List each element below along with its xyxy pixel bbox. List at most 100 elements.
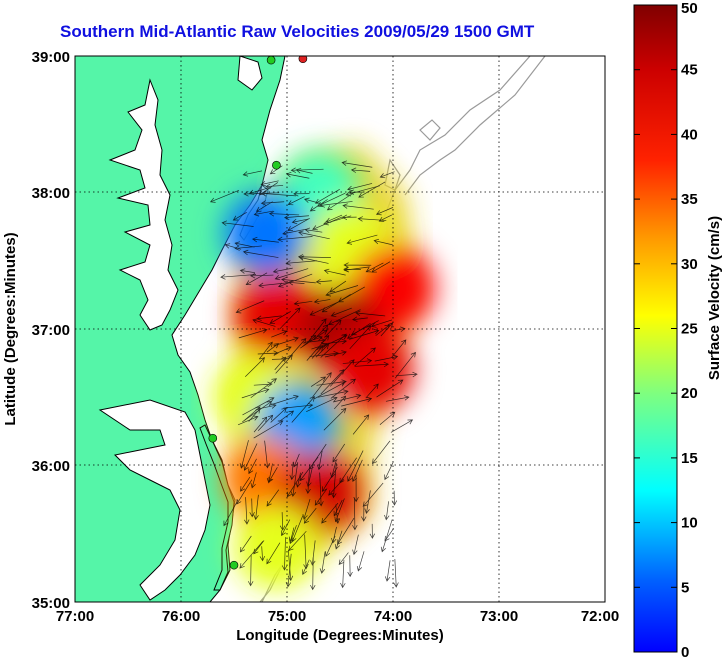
velocity-arrow: [286, 471, 304, 498]
velocity-arrow: [346, 234, 378, 245]
velocity-arrow: [266, 489, 280, 507]
velocity-arrow: [308, 337, 326, 344]
velocity-arrow: [330, 307, 352, 317]
velocity-arrow: [314, 488, 328, 506]
velocity-arrow: [220, 274, 257, 280]
velocity-blobs: [213, 150, 435, 590]
velocity-arrow: [325, 214, 343, 223]
velocity-arrow: [338, 552, 349, 566]
x-tick-labels: 77:00 76:00 75:00 74:00 73:00 72:00: [56, 608, 619, 625]
velocity-arrow: [341, 160, 373, 168]
velocity-arrow: [316, 450, 323, 471]
velocity-arrow: [271, 356, 288, 362]
velocity-arrow: [242, 170, 263, 177]
velocity-arrow: [376, 379, 404, 398]
velocity-arrow: [334, 504, 341, 524]
velocity-arrow: [290, 462, 299, 497]
velocity-arrow: [223, 499, 239, 527]
velocity-arrow: [266, 463, 273, 484]
x-tick-label: 73:00: [480, 608, 518, 625]
velocity-arrow: [253, 420, 284, 439]
velocity-arrow: [304, 227, 323, 233]
velocity-arrow: [283, 214, 309, 221]
colorbar-tick-label: 10: [681, 515, 698, 532]
velocity-arrow: [295, 168, 313, 174]
velocity-arrow: [209, 189, 240, 203]
velocity-arrow: [365, 383, 379, 399]
velocity-arrow: [356, 551, 365, 572]
velocity-arrow: [311, 345, 324, 359]
velocity-arrow: [285, 260, 318, 266]
velocity-arrow: [347, 183, 373, 192]
velocity-arrow: [313, 298, 331, 305]
velocity-arrow: [281, 519, 291, 537]
velocity-arrow: [279, 410, 295, 422]
velocity-arrow: [295, 472, 301, 488]
velocity-arrow: [352, 534, 359, 556]
velocity-arrow: [238, 328, 268, 339]
velocity-arrow: [221, 220, 254, 227]
velocity-arrow: [321, 467, 338, 493]
velocity-arrow: [260, 200, 285, 206]
velocity-arrow: [244, 497, 250, 525]
velocity-arrow: [274, 268, 309, 281]
velocity-arrow: [318, 472, 324, 507]
velocity-arrow: [310, 376, 327, 387]
velocity-arrow: [293, 300, 313, 306]
x-tick-label: 77:00: [56, 608, 94, 625]
velocity-arrow: [257, 414, 274, 432]
velocity-arrow: [343, 262, 372, 268]
velocity-arrow: [327, 309, 361, 326]
velocity-arrow: [243, 443, 258, 471]
velocity-arrow: [339, 457, 357, 484]
velocity-arrow: [269, 394, 299, 406]
velocity-arrow: [266, 542, 281, 565]
velocity-arrow: [291, 515, 304, 543]
velocity-arrow: [257, 350, 279, 356]
velocity-cell: [234, 505, 319, 590]
velocity-arrow: [310, 557, 316, 591]
velocity-arrow: [319, 551, 326, 574]
velocity-arrow: [306, 396, 338, 413]
velocity-arrow: [275, 354, 293, 374]
velocity-arrow: [241, 387, 270, 399]
colorbar-tick-label: 20: [681, 385, 698, 402]
station-markers: [208, 56, 308, 570]
velocity-arrow: [299, 456, 319, 482]
velocity-arrow: [384, 501, 390, 521]
velocity-arrow: [393, 558, 399, 588]
velocity-arrow: [342, 203, 374, 210]
velocity-arrow: [322, 338, 348, 345]
velocity-arrow: [289, 461, 295, 481]
velocity-arrow: [323, 268, 346, 276]
velocity-arrow: [321, 293, 351, 313]
velocity-arrow: [291, 218, 308, 225]
velocity-arrow: [375, 207, 394, 216]
velocity-arrow: [252, 318, 276, 327]
velocity-arrow: [332, 443, 346, 463]
velocity-arrow: [343, 266, 361, 273]
velocity-arrow: [269, 165, 283, 175]
velocity-arrow: [306, 318, 327, 344]
velocity-arrow: [324, 350, 347, 358]
colorbar-tick-label: 25: [681, 321, 698, 338]
velocity-arrow: [349, 325, 372, 350]
velocity-arrow: [326, 191, 355, 211]
velocity-arrow: [303, 534, 309, 570]
velocity-arrow: [281, 277, 316, 284]
velocity-arrow: [361, 506, 367, 522]
colorbar-ticks: 0 5 10 15 20 25 30 35 40 45 50: [634, 0, 698, 659]
velocity-arrow: [303, 507, 317, 524]
velocity-arrow: [305, 469, 311, 495]
velocity-arrow: [237, 415, 259, 426]
y-tick-labels: 39:00 38:00 37:00 36:00 35:00: [32, 49, 70, 612]
x-tick-label: 76:00: [162, 608, 200, 625]
velocity-arrow: [283, 402, 314, 409]
velocity-arrow: [315, 188, 340, 204]
velocity-arrow: [288, 527, 295, 543]
velocity-arrow: [315, 343, 330, 358]
velocity-arrow: [394, 351, 416, 379]
x-tick-label: 72:00: [581, 608, 619, 625]
grid: [75, 56, 605, 602]
